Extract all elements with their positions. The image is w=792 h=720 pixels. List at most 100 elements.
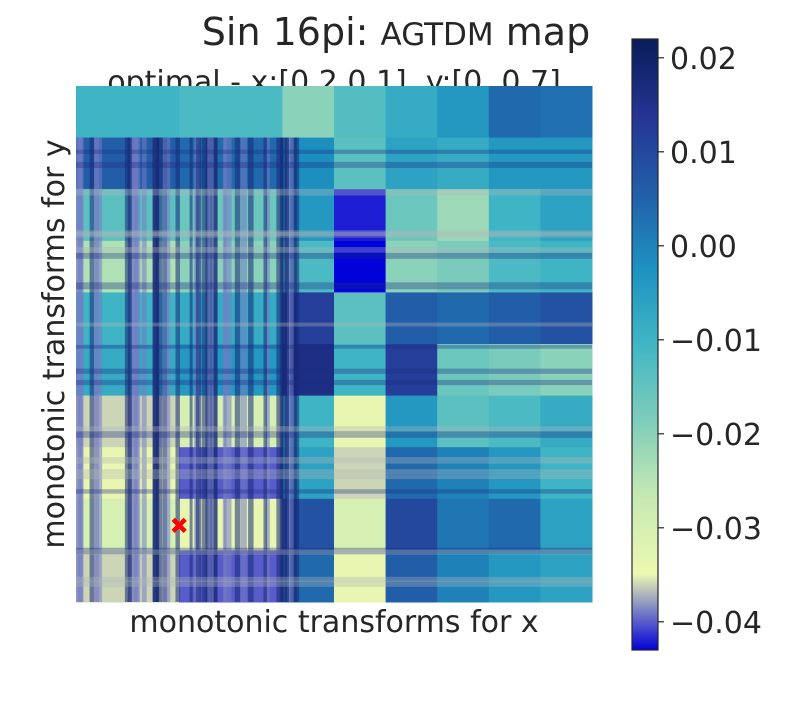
heatmap-cell (179, 86, 283, 139)
heatmap-stripe (76, 474, 592, 480)
heatmap-cell (488, 550, 541, 603)
heatmap-stripe (265, 137, 270, 602)
heatmap-cell (488, 344, 541, 397)
heatmap-cell (334, 395, 387, 448)
heatmap-cell (488, 137, 541, 190)
heatmap-cell (334, 137, 387, 190)
heatmap-cell (385, 137, 438, 190)
heatmap-stripe (76, 161, 592, 168)
heatmap-cell (437, 498, 490, 551)
heatmap-stripe (175, 137, 180, 602)
heatmap-cell (540, 137, 593, 190)
heatmap-stripe (94, 137, 103, 602)
heatmap-cell (437, 240, 490, 293)
heatmap-stripe (76, 431, 592, 438)
heatmap-stripe (76, 379, 592, 386)
heatmap-stripe (76, 282, 592, 290)
heatmap-stripe (76, 345, 592, 349)
heatmap-stripe (152, 137, 158, 602)
heatmap-stripe (76, 576, 592, 582)
colorbar-tick-label: 0.00 (670, 230, 737, 265)
heatmap-cell (385, 498, 438, 551)
heatmap-stripe (294, 137, 300, 602)
heatmap-cell (385, 550, 438, 603)
heatmap-stripe (162, 137, 171, 602)
colorbar: 0.02 0.01 0.00 −0.01 −0.02 −0.03 −0.04 (631, 38, 762, 651)
heatmap-cell (76, 86, 180, 139)
heatmap-stripe (155, 137, 163, 602)
heatmap-stripe (189, 137, 193, 602)
y-axis-label: monotonic transforms for y (37, 139, 72, 548)
heatmap-cell (334, 292, 387, 345)
heatmap-cell (488, 189, 541, 242)
chart-title: Sin 16pi: AGTDM map (202, 10, 590, 54)
heatmap-cell (385, 447, 438, 500)
heatmap-cell (334, 189, 387, 242)
heatmap-stripe (76, 549, 592, 555)
heatmap-cell (437, 189, 490, 242)
heatmap-cell (488, 498, 541, 551)
heatmap-stripe (202, 137, 209, 602)
heatmap-cell (334, 240, 387, 293)
colorbar-tick-label: −0.02 (670, 418, 762, 453)
heatmap-stripe (89, 137, 94, 602)
heatmap-cell (334, 86, 387, 139)
heatmap-cell (385, 344, 438, 397)
heatmap-stripe (76, 231, 592, 238)
heatmap-stripe (207, 137, 214, 602)
heatmap-stripes (76, 137, 592, 602)
heatmap-stripe (131, 137, 139, 602)
heatmap-stripe (127, 137, 132, 602)
heatmap-cell (488, 447, 541, 500)
heatmap-cell (540, 550, 593, 603)
heatmap-cell (437, 137, 490, 190)
heatmap-stripe (286, 137, 294, 602)
heatmap-stripe (234, 137, 241, 602)
colorbar-tick-label: 0.02 (670, 42, 737, 77)
heatmap-cell (540, 86, 593, 139)
heatmap-cell (385, 292, 438, 345)
heatmap-stripe (141, 137, 147, 602)
colorbar-tick-label: −0.03 (670, 512, 762, 547)
heatmap-cell (282, 86, 335, 139)
heatmap-cell (437, 344, 490, 397)
heatmap-cell (334, 550, 387, 603)
heatmap-cell (437, 292, 490, 345)
heatmap-cell (334, 344, 387, 397)
heatmap-stripe (76, 149, 592, 154)
heatmap-cell (385, 189, 438, 242)
heatmap-stripe (240, 137, 247, 602)
heatmap-stripe (76, 469, 592, 475)
heatmap-cell (437, 395, 490, 448)
heatmap-cell (540, 240, 593, 293)
heatmap-cell (437, 447, 490, 500)
colorbar-tick-label: −0.01 (670, 324, 762, 359)
heatmap-cell (437, 86, 490, 139)
heatmap-cell (540, 498, 593, 551)
heatmap-stripe (76, 230, 592, 236)
heatmap-stripe (76, 547, 592, 555)
heatmap-cell (540, 344, 593, 397)
heatmap-cell (385, 86, 438, 139)
heatmap-cell (385, 240, 438, 293)
heatmap-cell (540, 395, 593, 448)
heatmap-cell (385, 395, 438, 448)
heatmap-cell (540, 189, 593, 242)
colorbar-gradient (631, 38, 659, 651)
x-axis-label: monotonic transforms for x (129, 605, 538, 640)
colorbar-tick-label: 0.01 (670, 136, 737, 171)
heatmap-stripe (76, 252, 592, 259)
heatmap-stripe (76, 247, 592, 253)
heatmap-cell (488, 395, 541, 448)
heatmap-cell (488, 86, 541, 139)
heatmap-stripe (76, 322, 592, 327)
heatmap-stripe (195, 137, 202, 602)
heatmap-stripe (276, 137, 283, 602)
heatmap-cell (540, 447, 593, 500)
heatmap-stripe (76, 137, 83, 602)
heatmap-stripe (213, 137, 218, 602)
heatmap-stripe (76, 457, 592, 464)
heatmap-stripe (76, 188, 592, 196)
heatmap-stripe (284, 137, 289, 602)
heatmap-cell (488, 240, 541, 293)
